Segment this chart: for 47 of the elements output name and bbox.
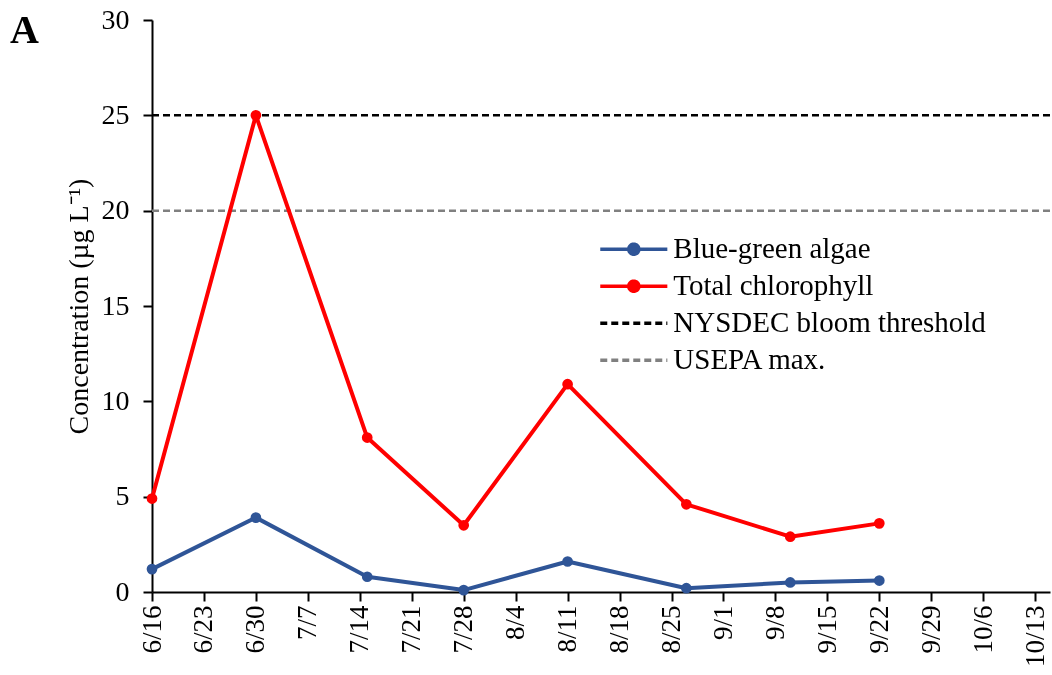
y-axis-title: Concentration (µg L⁻¹)	[62, 178, 94, 435]
point	[873, 575, 885, 586]
point	[458, 584, 470, 596]
y-tick-label: 30	[101, 3, 130, 35]
x-tick-label: 8/11	[552, 605, 583, 653]
x-tick-label: 7/14	[344, 605, 375, 654]
x-tick-label: 9/1	[707, 605, 738, 641]
point	[146, 563, 158, 575]
x-tick-label: 7/21	[396, 605, 427, 654]
point	[361, 432, 373, 443]
point	[680, 498, 692, 510]
legend-label: USEPA max.	[673, 343, 826, 376]
y-tick-label: 20	[101, 194, 130, 226]
point	[361, 571, 373, 583]
y-tick-label: 0	[115, 575, 130, 607]
x-tick-label: 6/16	[136, 605, 167, 654]
text: A	[10, 7, 39, 52]
point	[680, 582, 692, 594]
y-tick-label: 10	[101, 384, 130, 416]
legend-label: Total chlorophyll	[673, 269, 874, 302]
x-tick-label: 8/25	[656, 605, 686, 654]
point	[250, 109, 262, 121]
point	[146, 493, 158, 504]
x-tick-label: 10/13	[1019, 605, 1050, 668]
point	[873, 518, 885, 529]
x-tick-label: 9/29	[915, 605, 946, 654]
x-tick-label: 6/23	[188, 605, 219, 654]
legend-label: NYSDEC bloom threshold	[673, 306, 987, 339]
point	[784, 577, 796, 588]
y-tick-label: 15	[101, 289, 130, 321]
x-tick-label: 6/30	[240, 605, 271, 654]
x-tick-label: 7/28	[448, 605, 479, 654]
x-tick-label: 8/4	[500, 605, 531, 641]
point	[784, 531, 796, 543]
point	[250, 512, 262, 523]
x-tick-label: 10/6	[967, 605, 998, 654]
point	[562, 556, 573, 567]
y-tick-label: 5	[115, 480, 130, 512]
point	[562, 378, 573, 390]
y-tick-label: 25	[101, 98, 130, 130]
point	[458, 519, 470, 531]
legend-label: Blue-green algae	[673, 232, 871, 265]
x-tick-label: 8/18	[604, 605, 635, 654]
x-tick-label: 7/7	[292, 605, 323, 641]
x-tick-label: 9/22	[863, 605, 894, 654]
x-tick-label: 9/15	[811, 605, 842, 654]
x-tick-label: 9/8	[759, 605, 790, 641]
